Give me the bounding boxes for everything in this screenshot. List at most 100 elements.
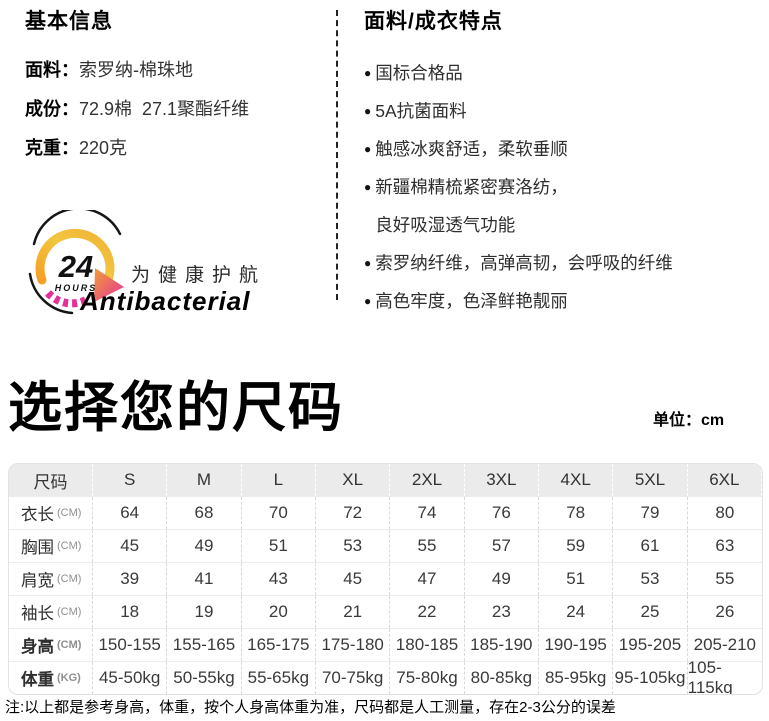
table-cell: 155-165 bbox=[167, 629, 242, 661]
table-cell: 63 bbox=[715, 536, 735, 555]
bullet-icon: ● bbox=[364, 142, 372, 156]
header-cell: XL bbox=[316, 464, 391, 496]
size-chart-table: 尺码 S M L XL 2XL 3XL 4XL 5XL 6XL 衣长 (CM) 6… bbox=[8, 463, 763, 695]
size-section-title: 选择您的尺码 bbox=[8, 378, 344, 438]
row-unit: (CM) bbox=[57, 573, 82, 585]
table-cell: 26 bbox=[715, 602, 735, 621]
table-cell: 64 bbox=[93, 497, 168, 529]
bullet-icon: ● bbox=[364, 256, 372, 270]
bullet-icon: ● bbox=[364, 294, 372, 308]
size-note: 注:以上都是参考身高，体重，按个人身高体重为准，尺码都是人工测量，存在2-3公分… bbox=[5, 699, 616, 716]
table-cell: 53 bbox=[613, 563, 688, 595]
table-cell: 85-95kg bbox=[539, 662, 614, 694]
row-label: 胸围 (CM) bbox=[9, 530, 93, 562]
table-cell: 45 bbox=[93, 530, 168, 562]
feature-text: 5A抗菌面料 bbox=[375, 101, 467, 121]
header-cell: 尺码 bbox=[9, 464, 93, 496]
table-cell: 22 bbox=[390, 596, 465, 628]
header-cell: 4XL bbox=[539, 464, 614, 496]
header-cell: 3XL bbox=[465, 464, 539, 496]
feature-text: 国标合格品 bbox=[375, 63, 463, 83]
table-cell: 49 bbox=[465, 563, 539, 595]
table-cell: 70 bbox=[242, 497, 316, 529]
table-cell: 79 bbox=[613, 497, 688, 529]
row-label: 身高 (CM) bbox=[9, 629, 93, 661]
dashed-divider bbox=[336, 10, 338, 300]
table-cell: 25 bbox=[613, 596, 688, 628]
bullet-icon: ● bbox=[364, 180, 372, 194]
table-cell: 53 bbox=[316, 530, 391, 562]
table-cell: 61 bbox=[613, 530, 688, 562]
table-cell: 75-80kg bbox=[390, 662, 465, 694]
row-unit: (CM) bbox=[57, 540, 82, 552]
header-cell: L bbox=[242, 464, 316, 496]
composition-row: 成份：72.9棉 27.1聚酯纤维 bbox=[25, 98, 249, 120]
table-cell: 20 bbox=[242, 596, 316, 628]
badge-hours-number: 24 bbox=[58, 249, 93, 284]
table-cell: 70-75kg bbox=[316, 662, 391, 694]
table-cell: 74 bbox=[390, 497, 465, 529]
table-cell: 150-155 bbox=[93, 629, 168, 661]
feature-text: 新疆棉精梳紧密赛洛纺， bbox=[375, 177, 568, 197]
table-cell: 78 bbox=[539, 497, 614, 529]
24-hours-ring-icon: 24 HOURS bbox=[28, 210, 124, 315]
table-cell: 180-185 bbox=[390, 629, 465, 661]
table-cell: 18 bbox=[93, 596, 168, 628]
fabric-label: 面料： bbox=[25, 60, 79, 80]
feature-text: 高色牢度，色泽鲜艳靓丽 bbox=[375, 291, 568, 311]
composition-value: 72.9棉 27.1聚酯纤维 bbox=[79, 99, 250, 119]
row-label: 肩宽 (CM) bbox=[9, 563, 93, 595]
table-cell: 80-85kg bbox=[465, 662, 539, 694]
basic-info-title: 基本信息 bbox=[25, 10, 113, 33]
table-cell: 47 bbox=[390, 563, 465, 595]
table-cell: 205-210 bbox=[693, 635, 757, 654]
table-cell: 51 bbox=[242, 530, 316, 562]
table-cell: 80 bbox=[715, 503, 735, 522]
composition-label: 成份： bbox=[25, 99, 79, 119]
header-cell: M bbox=[167, 464, 242, 496]
antibacterial-24h-badge: 24 HOURS 为健康护航 Antibacterial bbox=[18, 210, 338, 325]
table-cell: 165-175 bbox=[242, 629, 316, 661]
table-cell: 23 bbox=[465, 596, 539, 628]
table-cell: 50-55kg bbox=[167, 662, 242, 694]
feature-item: ● 新疆棉精梳紧密赛洛纺， bbox=[364, 176, 673, 199]
table-cell: 59 bbox=[539, 530, 614, 562]
table-row-height: 身高 (CM) 150-155 155-165 165-175 175-180 1… bbox=[9, 628, 762, 661]
feature-item: ● 5A抗菌面料 bbox=[364, 100, 673, 123]
fabric-features-title: 面料/成衣特点 bbox=[364, 10, 503, 33]
unit-label: 单位：cm bbox=[653, 412, 725, 429]
table-cell: 195-205 bbox=[613, 629, 688, 661]
feature-text: 触感冰爽舒适，柔软垂顺 bbox=[375, 139, 568, 159]
row-unit: (CM) bbox=[57, 606, 82, 618]
row-label: 衣长 (CM) bbox=[9, 497, 93, 529]
table-cell: 68 bbox=[167, 497, 242, 529]
table-cell: 21 bbox=[316, 596, 391, 628]
table-cell: 175-180 bbox=[316, 629, 391, 661]
feature-list: ● 国标合格品 ● 5A抗菌面料 ● 触感冰爽舒适，柔软垂顺 ● 新疆棉精梳紧密赛洛纺，… bbox=[364, 62, 673, 313]
table-cell: 105-115kg bbox=[687, 658, 733, 695]
table-cell: 43 bbox=[242, 563, 316, 595]
badge-tagline: 为健康护航 bbox=[131, 265, 267, 286]
table-row-garment-length: 衣长 (CM) 64 68 70 72 74 76 78 79 80 bbox=[9, 496, 762, 529]
row-unit: (CM) bbox=[57, 507, 82, 519]
row-unit: (CM) bbox=[57, 639, 82, 651]
basic-info-list: 面料：索罗纳-棉珠地 成份：72.9棉 27.1聚酯纤维 克重：220克 bbox=[25, 59, 249, 159]
table-cell: 190-195 bbox=[539, 629, 614, 661]
fabric-value: 索罗纳-棉珠地 bbox=[79, 60, 193, 80]
table-cell: 41 bbox=[167, 563, 242, 595]
table-row-chest: 胸围 (CM) 45 49 51 53 55 57 59 61 63 bbox=[9, 529, 762, 562]
row-label: 袖长 (CM) bbox=[9, 596, 93, 628]
table-cell: 72 bbox=[316, 497, 391, 529]
table-cell: 19 bbox=[167, 596, 242, 628]
table-cell: 55-65kg bbox=[242, 662, 316, 694]
table-cell: 49 bbox=[167, 530, 242, 562]
bullet-icon: ● bbox=[364, 66, 372, 80]
table-row-weight: 体重 (KG) 45-50kg 50-55kg 55-65kg 70-75kg 7… bbox=[9, 658, 762, 695]
header-cell: S bbox=[93, 464, 168, 496]
fabric-row: 面料：索罗纳-棉珠地 bbox=[25, 59, 249, 81]
header-cell: 2XL bbox=[390, 464, 465, 496]
header-cell: 6XL bbox=[688, 464, 762, 496]
feature-item-continuation: ●良好吸湿透气功能 bbox=[364, 214, 673, 237]
feature-item: ● 索罗纳纤维，高弹高韧，会呼吸的纤维 bbox=[364, 252, 673, 275]
